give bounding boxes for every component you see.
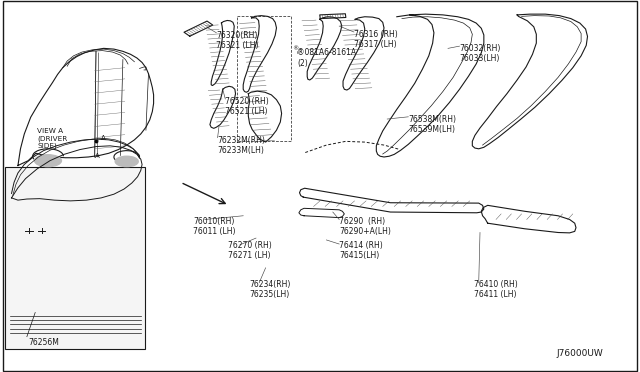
Text: 76290  (RH)
76290+A(LH): 76290 (RH) 76290+A(LH) xyxy=(339,217,391,236)
Text: ®081A6-8161A
(2): ®081A6-8161A (2) xyxy=(297,48,356,68)
Ellipse shape xyxy=(35,155,61,167)
Text: 76234(RH)
76235(LH): 76234(RH) 76235(LH) xyxy=(250,280,291,299)
Text: ®: ® xyxy=(292,46,298,51)
Text: 76538M(RH)
76539M(LH): 76538M(RH) 76539M(LH) xyxy=(408,115,456,134)
Text: 76520 (RH)
76521 (LH): 76520 (RH) 76521 (LH) xyxy=(225,97,269,116)
Bar xyxy=(5,167,145,349)
Text: 76256M: 76256M xyxy=(29,338,60,347)
Text: J76000UW: J76000UW xyxy=(557,349,604,358)
Text: 76414 (RH)
76415(LH): 76414 (RH) 76415(LH) xyxy=(339,241,383,260)
Text: 76320(RH)
76321 (LH): 76320(RH) 76321 (LH) xyxy=(216,31,259,50)
Text: 76032(RH)
76033(LH): 76032(RH) 76033(LH) xyxy=(460,44,501,63)
Text: 76316 (RH)
76317 (LH): 76316 (RH) 76317 (LH) xyxy=(354,30,397,49)
Ellipse shape xyxy=(115,156,138,167)
Text: 76270 (RH)
76271 (LH): 76270 (RH) 76271 (LH) xyxy=(228,241,271,260)
Text: VIEW A
(DRIVER
SIDE): VIEW A (DRIVER SIDE) xyxy=(37,128,67,149)
Text: A: A xyxy=(96,135,106,141)
Text: 76410 (RH)
76411 (LH): 76410 (RH) 76411 (LH) xyxy=(474,280,517,299)
Text: 76232M(RH)
76233M(LH): 76232M(RH) 76233M(LH) xyxy=(218,136,266,155)
Text: 76010(RH)
76011 (LH): 76010(RH) 76011 (LH) xyxy=(193,217,236,236)
Text: A: A xyxy=(95,153,99,158)
